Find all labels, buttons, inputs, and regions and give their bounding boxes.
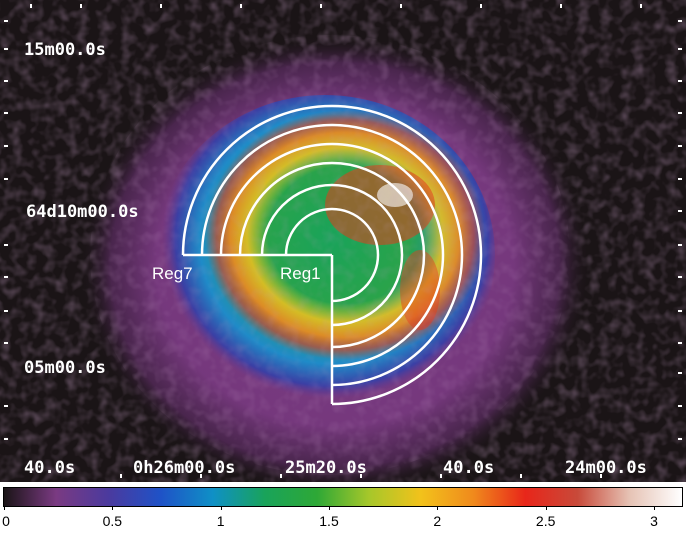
colorbar-tick-label: 3 bbox=[650, 513, 658, 529]
colorbar-tick bbox=[112, 506, 114, 510]
colorbar-tick bbox=[654, 506, 655, 510]
colorbar-tick bbox=[4, 506, 5, 510]
region-sector-4 bbox=[219, 142, 445, 368]
ra-label: 25m20.0s bbox=[285, 458, 367, 478]
colorbar-tick-label: 0.5 bbox=[102, 513, 123, 529]
region-label-inner: Reg1 bbox=[280, 264, 321, 283]
dec-label: 05m00.0s bbox=[24, 358, 106, 378]
region-sector-3 bbox=[238, 161, 426, 349]
region-sector-1 bbox=[284, 207, 380, 303]
dec-label: 64d10m00.0s bbox=[26, 202, 139, 222]
colorbar-tick-label: 2.5 bbox=[535, 513, 556, 529]
colorbar-tick bbox=[329, 506, 330, 510]
colorbar-tick-label: 1.5 bbox=[319, 513, 339, 529]
ra-label: 24m00.0s bbox=[565, 458, 647, 478]
region-sector-5 bbox=[200, 123, 464, 387]
sky-image bbox=[0, 0, 686, 482]
colorbar-tick bbox=[437, 506, 439, 510]
region-sectors bbox=[181, 104, 483, 406]
region-label-outer: Reg7 bbox=[152, 264, 193, 283]
colorbar bbox=[3, 487, 683, 507]
colorbar-tick bbox=[220, 506, 222, 510]
ra-label: 40.0s bbox=[24, 458, 76, 478]
colorbar-tick-label: 1 bbox=[216, 513, 225, 529]
axis-ticks bbox=[4, 4, 682, 478]
ra-label: 0h26m00.0s bbox=[133, 458, 236, 478]
region-sector-6 bbox=[181, 104, 483, 406]
region-sector-2 bbox=[260, 183, 404, 327]
ra-label: 40.0s bbox=[443, 458, 495, 478]
colorbar-tick-label: 2 bbox=[433, 513, 442, 529]
colorbar-tick-label: 0 bbox=[2, 513, 10, 529]
colorbar-tick bbox=[545, 506, 547, 510]
dec-label: 15m00.0s bbox=[24, 40, 106, 60]
